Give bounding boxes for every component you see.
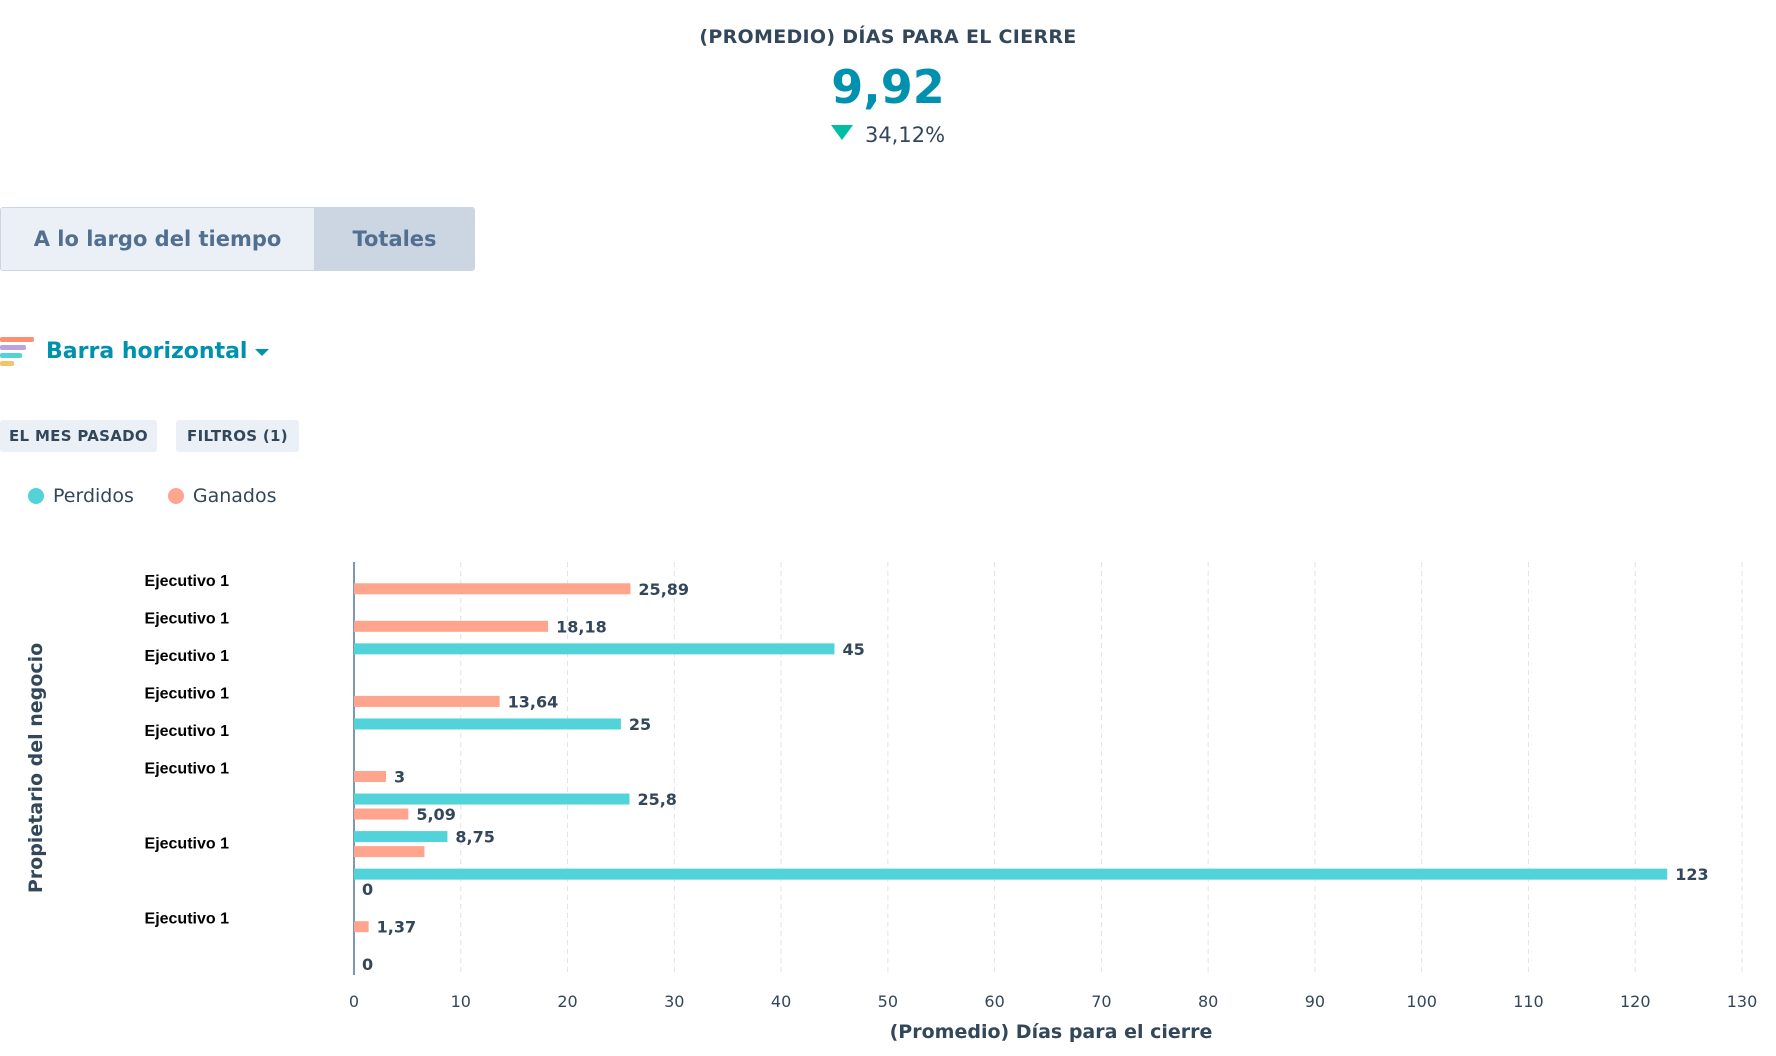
- x-tick-label: 110: [1513, 992, 1544, 1011]
- bar-ganados: [354, 808, 409, 820]
- legend-label: Ganados: [192, 485, 277, 507]
- bar-ganados: [354, 583, 631, 595]
- legend-dot-icon: [28, 488, 44, 504]
- bar-perdidos: [354, 793, 630, 805]
- category-label: Ejecutivo 1: [145, 836, 230, 853]
- value-label: 45: [842, 640, 864, 659]
- bar-perdidos: [354, 831, 448, 843]
- kpi-value: 9,92: [831, 60, 945, 114]
- legend-dot-icon: [167, 488, 184, 504]
- x-tick-label: 130: [1727, 992, 1758, 1011]
- bar-ganados: [354, 620, 549, 632]
- bar-perdidos: [354, 718, 621, 730]
- bar-ganados: [354, 921, 369, 933]
- value-label: 25,8: [637, 790, 676, 809]
- date-range-filter[interactable]: EL MES PASADO: [0, 420, 157, 452]
- horizontal-bar-chart-icon: [0, 335, 34, 367]
- chevron-down-icon: [255, 349, 270, 356]
- x-tick-label: 40: [771, 992, 791, 1011]
- chart-legend: Perdidos Ganados: [28, 485, 311, 507]
- category-label: Ejecutivo 1: [145, 723, 230, 740]
- category-label: Ejecutivo 1: [145, 610, 230, 627]
- bar-ganados: [354, 846, 425, 858]
- kpi-change: 34,12%: [0, 123, 1776, 147]
- legend-item-ganados[interactable]: Ganados: [167, 485, 277, 507]
- value-label: 5,09: [416, 805, 455, 824]
- x-axis-title: (Promedio) Días para el cierre: [890, 1021, 1213, 1043]
- category-label: Ejecutivo 1: [145, 911, 230, 928]
- x-tick-label: 100: [1406, 992, 1437, 1011]
- value-label: 8,75: [455, 828, 494, 847]
- value-label: 3: [394, 768, 405, 787]
- view-tabs: A lo largo del tiempo Totales: [0, 207, 475, 271]
- bar-perdidos: [354, 868, 1668, 880]
- kpi-change-value: 34,12%: [864, 123, 946, 147]
- legend-label: Perdidos: [53, 485, 134, 507]
- x-tick-label: 50: [878, 992, 898, 1011]
- x-tick-label: 0: [349, 992, 359, 1011]
- x-tick-label: 20: [557, 992, 577, 1011]
- tab-over-time[interactable]: A lo largo del tiempo: [1, 208, 314, 270]
- x-tick-label: 120: [1620, 992, 1651, 1011]
- value-label: 25: [629, 715, 651, 734]
- chart-type-label: Barra horizontal: [46, 338, 248, 364]
- kpi-title: (PROMEDIO) DÍAS PARA EL CIERRE: [699, 26, 1077, 48]
- x-tick-label: 10: [451, 992, 471, 1011]
- trend-down-icon: [830, 125, 853, 140]
- value-label: 13,64: [508, 692, 559, 711]
- value-label: 0: [362, 955, 373, 974]
- value-label: 1,37: [377, 918, 416, 937]
- bar-perdidos: [354, 643, 835, 655]
- category-label: Ejecutivo 1: [145, 573, 230, 590]
- x-tick-label: 80: [1198, 992, 1218, 1011]
- x-tick-label: 30: [664, 992, 684, 1011]
- x-tick-label: 90: [1305, 992, 1325, 1011]
- category-label: Ejecutivo 1: [145, 648, 230, 665]
- x-tick-label: 60: [984, 992, 1004, 1011]
- category-label: Ejecutivo 1: [145, 761, 230, 778]
- bar-ganados: [354, 695, 500, 707]
- value-label: 25,89: [638, 580, 689, 599]
- y-axis-title: Propietario del negocio: [25, 643, 47, 893]
- value-label: 0: [362, 880, 373, 899]
- category-label: Ejecutivo 1: [145, 685, 230, 702]
- x-tick-label: 70: [1091, 992, 1111, 1011]
- value-label: 123: [1675, 865, 1708, 884]
- value-label: 18,18: [556, 617, 607, 636]
- tab-totals[interactable]: Totales: [314, 208, 474, 270]
- chart-type-dropdown[interactable]: Barra horizontal: [0, 335, 270, 367]
- bar-ganados: [354, 771, 387, 782]
- legend-item-perdidos[interactable]: Perdidos: [28, 485, 134, 507]
- filters-button[interactable]: FILTROS (1): [176, 420, 299, 452]
